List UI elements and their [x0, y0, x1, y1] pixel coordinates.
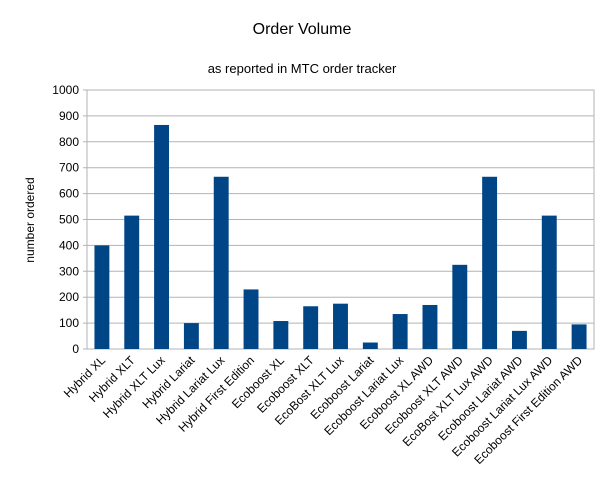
y-tick-label: 300	[59, 264, 79, 278]
y-axis-label: number ordered	[23, 177, 37, 262]
bar	[124, 215, 140, 349]
bar	[243, 289, 259, 349]
bar	[303, 306, 319, 349]
chart-title: Order Volume	[253, 21, 352, 38]
bar	[94, 245, 110, 349]
bar	[362, 342, 378, 349]
y-tick-label: 400	[59, 238, 79, 252]
bar	[213, 176, 229, 349]
y-tick-label: 100	[59, 316, 79, 330]
y-tick-label: 200	[59, 290, 79, 304]
bar	[392, 314, 408, 349]
bar	[333, 303, 348, 349]
y-tick-label: 500	[59, 213, 79, 227]
chart-subtitle: as reported in MTC order tracker	[208, 61, 397, 76]
y-tick-label: 0	[72, 342, 79, 356]
y-tick-label: 900	[59, 109, 79, 123]
y-tick-label: 1000	[52, 83, 79, 97]
bar	[422, 304, 438, 349]
bar	[541, 215, 557, 349]
bar	[511, 330, 527, 349]
bar	[154, 124, 170, 349]
bar	[273, 321, 289, 349]
bar	[183, 323, 199, 349]
bar	[482, 176, 498, 349]
bar	[571, 324, 587, 349]
bar	[452, 264, 468, 349]
y-tick-label: 700	[59, 161, 79, 175]
y-tick-label: 600	[59, 187, 79, 201]
y-tick-label: 800	[59, 135, 79, 149]
